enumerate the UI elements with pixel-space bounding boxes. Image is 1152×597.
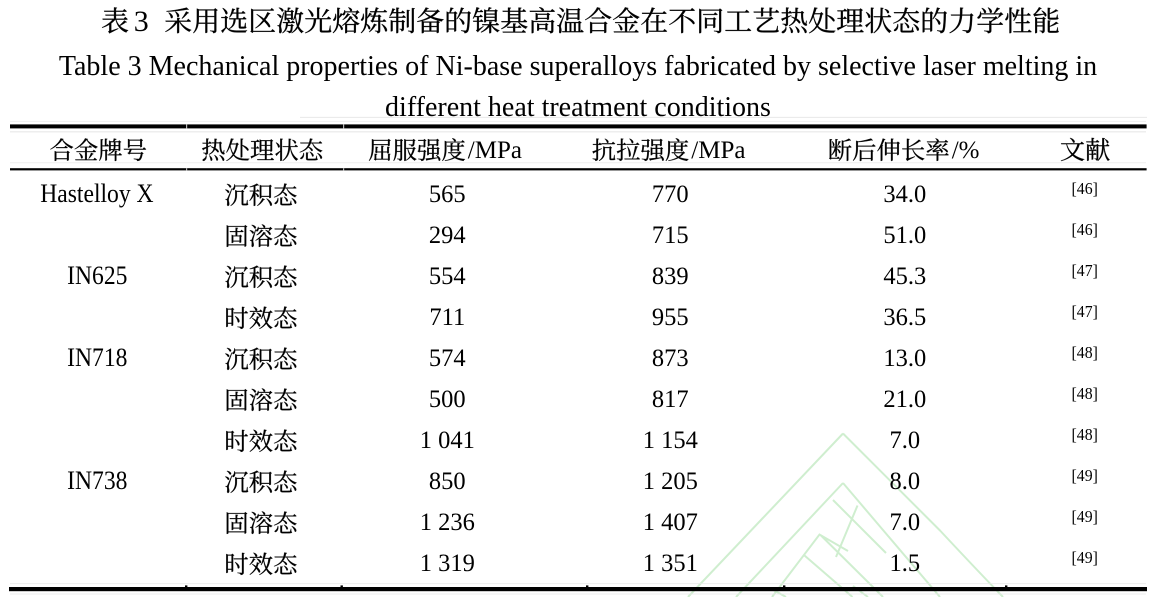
svg-text:839: 839 (652, 262, 689, 290)
svg-text:1 319: 1 319 (420, 549, 475, 577)
svg-text:different heat treatment condi: different heat treatment conditions (385, 92, 771, 123)
svg-text:565: 565 (429, 180, 466, 208)
svg-text:1 236: 1 236 (420, 508, 475, 536)
svg-text:21.0: 21.0 (883, 385, 926, 413)
svg-text:[49]: [49] (1072, 506, 1098, 526)
svg-text:[46]: [46] (1072, 219, 1098, 239)
svg-text:[47]: [47] (1072, 301, 1098, 321)
svg-text:1 205: 1 205 (643, 467, 698, 495)
svg-text:Table 3 Mechanical properties: Table 3 Mechanical properties of Ni-base… (59, 51, 1097, 82)
svg-text:1.5: 1.5 (889, 549, 920, 577)
svg-text:/MPa: /MPa (691, 137, 745, 164)
svg-text:8.0: 8.0 (889, 467, 920, 495)
svg-text:51.0: 51.0 (883, 221, 926, 249)
svg-text:Hastelloy X: Hastelloy X (40, 180, 153, 208)
svg-text:1 154: 1 154 (643, 426, 699, 454)
svg-text:45.3: 45.3 (883, 262, 926, 290)
svg-text:1 041: 1 041 (420, 426, 475, 454)
svg-text:554: 554 (429, 262, 466, 290)
svg-text:1 351: 1 351 (643, 549, 698, 577)
svg-text:770: 770 (652, 180, 689, 208)
svg-text:7.0: 7.0 (889, 426, 920, 454)
svg-text:36.5: 36.5 (883, 303, 926, 331)
svg-text:[46]: [46] (1072, 178, 1098, 198)
svg-text:13.0: 13.0 (883, 344, 926, 372)
svg-text:1 407: 1 407 (643, 508, 698, 536)
svg-text:IN718: IN718 (67, 344, 127, 372)
svg-text:IN738: IN738 (67, 467, 127, 495)
svg-text:7.0: 7.0 (889, 508, 920, 536)
svg-text:294: 294 (429, 221, 466, 249)
svg-text:500: 500 (429, 385, 466, 413)
svg-text:[49]: [49] (1072, 465, 1098, 485)
svg-text:[48]: [48] (1072, 383, 1098, 403)
svg-text:817: 817 (652, 385, 689, 413)
svg-text:955: 955 (652, 303, 689, 331)
svg-text:3: 3 (134, 5, 149, 38)
svg-text:34.0: 34.0 (883, 180, 926, 208)
svg-text:IN625: IN625 (67, 262, 127, 290)
svg-text:[49]: [49] (1072, 547, 1098, 567)
svg-text:/%: /% (952, 137, 980, 164)
svg-text:[48]: [48] (1072, 424, 1098, 444)
svg-text:715: 715 (652, 221, 689, 249)
svg-text:[47]: [47] (1072, 260, 1098, 280)
svg-text:873: 873 (652, 344, 689, 372)
svg-text:711: 711 (429, 303, 465, 331)
svg-text:/MPa: /MPa (468, 137, 522, 164)
svg-text:850: 850 (429, 467, 466, 495)
svg-text:574: 574 (429, 344, 466, 372)
svg-text:[48]: [48] (1072, 342, 1098, 362)
